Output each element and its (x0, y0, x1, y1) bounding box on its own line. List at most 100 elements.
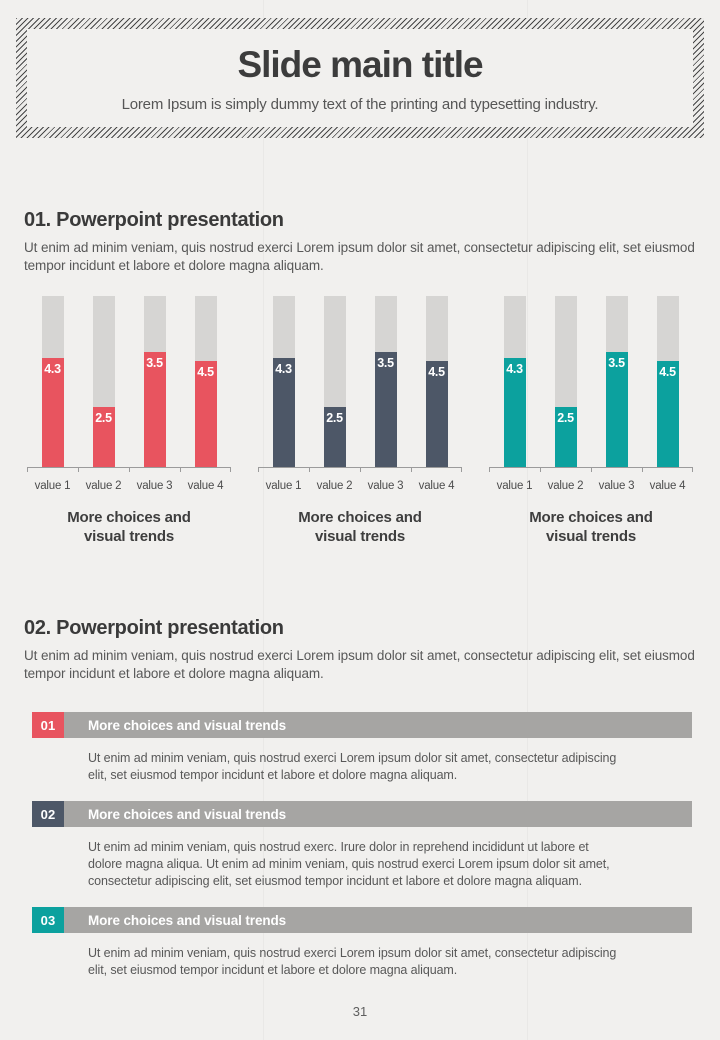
chart-plot: 4.3 2.5 3.5 4.5 (489, 296, 693, 467)
section-02: 02. Powerpoint presentation Ut enim ad m… (24, 617, 696, 683)
section-02-body: Ut enim ad minim veniam, quis nostrud ex… (24, 648, 695, 681)
axis-tick (27, 468, 28, 472)
category-label: value 3 (598, 480, 635, 492)
axis-tick (489, 468, 490, 472)
x-axis (27, 467, 231, 473)
chart-caption-line2: visual trends (315, 528, 405, 545)
section-01-body: Ut enim ad minim veniam, quis nostrud ex… (24, 240, 695, 273)
axis-tick (461, 468, 462, 472)
chart-bar-cell: 2.5 (540, 296, 591, 467)
chart-bar-cell: 4.5 (411, 296, 462, 467)
bar-chart-teal: 4.3 2.5 3.5 4.5 value 1 value 2 value 3 value 4… (489, 296, 693, 546)
value-bar: 4.5 (194, 360, 217, 467)
category-label: value 2 (85, 480, 122, 492)
page-number: 31 (352, 1004, 368, 1019)
value-bar: 3.5 (374, 352, 397, 467)
chart-bar-cell: 2.5 (78, 296, 129, 467)
axis-tick (692, 468, 693, 472)
list-item: 01 More choices and visual trends Ut enim … (32, 712, 692, 784)
list-item-number-badge: 02 (32, 801, 64, 827)
chart-caption-line1: More choices and (529, 509, 653, 526)
list-item-title-bar: More choices and visual trends (64, 712, 692, 738)
axis-tick (411, 468, 412, 472)
list-item-body: Ut enim ad minim veniam, quis nostrud ex… (88, 840, 610, 888)
x-axis (489, 467, 693, 473)
bar-chart-red: 4.3 2.5 3.5 4.5 value 1 value 2 value 3 value 4… (27, 296, 231, 546)
title-block: Slide main title Lorem Ipsum is simply d… (27, 29, 693, 127)
numbered-list: 01 More choices and visual trends Ut enim … (32, 712, 692, 996)
x-axis (258, 467, 462, 473)
value-label: 4.5 (197, 364, 214, 379)
category-label: value 1 (34, 480, 71, 492)
list-item-number-badge: 03 (32, 907, 64, 933)
value-label: 2.5 (326, 411, 343, 426)
value-label: 2.5 (557, 411, 574, 426)
value-label: 4.3 (506, 361, 523, 376)
chart-bar-cell: 3.5 (129, 296, 180, 467)
category-label: value 2 (547, 480, 584, 492)
chart-caption-line1: More choices and (298, 509, 422, 526)
list-item-title-bar: More choices and visual trends (64, 907, 692, 933)
chart-bar-cell: 4.5 (642, 296, 693, 467)
value-bar: 3.5 (605, 352, 628, 467)
chart-caption-line2: visual trends (546, 528, 636, 545)
category-labels: value 1 value 2 value 3 value 4 (27, 480, 231, 492)
value-label: 2.5 (95, 411, 112, 426)
axis-tick (258, 468, 259, 472)
chart-caption: More choices and visual trends (27, 508, 231, 546)
chart-bar-cell: 4.3 (489, 296, 540, 467)
section-01-heading: 01. Powerpoint presentation (24, 209, 284, 231)
value-bar: 4.3 (272, 357, 295, 467)
axis-tick (230, 468, 231, 472)
chart-bar-cell: 4.3 (27, 296, 78, 467)
hatched-title-frame: Slide main title Lorem Ipsum is simply d… (16, 18, 704, 138)
axis-tick (180, 468, 181, 472)
axis-tick (642, 468, 643, 472)
chart-plot: 4.3 2.5 3.5 4.5 (258, 296, 462, 467)
category-labels: value 1 value 2 value 3 value 4 (489, 480, 693, 492)
slide-subtitle: Lorem Ipsum is simply dummy text of the … (121, 95, 599, 113)
list-item-header: 02 More choices and visual trends (32, 801, 692, 827)
chart-bar-cell: 4.3 (258, 296, 309, 467)
chart-bar-cell: 4.5 (180, 296, 231, 467)
value-label: 4.3 (275, 361, 292, 376)
list-item-title-bar: More choices and visual trends (64, 801, 692, 827)
charts-row: 4.3 2.5 3.5 4.5 value 1 value 2 value 3 value 4… (27, 296, 693, 546)
list-item-number-badge: 01 (32, 712, 64, 738)
chart-bar-cell: 3.5 (591, 296, 642, 467)
category-label: value 3 (136, 480, 173, 492)
list-item-body: Ut enim ad minim veniam, quis nostrud ex… (88, 751, 617, 782)
category-label: value 4 (187, 480, 224, 492)
value-label: 3.5 (146, 356, 163, 371)
value-bar: 2.5 (92, 407, 115, 467)
section-01: 01. Powerpoint presentation Ut enim ad m… (24, 209, 696, 275)
chart-caption: More choices and visual trends (489, 508, 693, 546)
list-item-header: 01 More choices and visual trends (32, 712, 692, 738)
category-label: value 1 (496, 480, 533, 492)
value-label: 3.5 (608, 356, 625, 371)
axis-tick (129, 468, 130, 472)
axis-tick (78, 468, 79, 472)
category-label: value 2 (316, 480, 353, 492)
value-bar: 3.5 (143, 352, 166, 467)
section-02-heading: 02. Powerpoint presentation (24, 617, 284, 639)
chart-caption: More choices and visual trends (258, 508, 462, 546)
category-label: value 4 (649, 480, 686, 492)
value-bar: 4.3 (41, 357, 64, 467)
chart-bar-cell: 3.5 (360, 296, 411, 467)
category-labels: value 1 value 2 value 3 value 4 (258, 480, 462, 492)
list-item: 03 More choices and visual trends Ut enim … (32, 907, 692, 979)
category-label: value 1 (265, 480, 302, 492)
value-bar: 4.5 (656, 360, 679, 467)
value-label: 4.5 (659, 364, 676, 379)
bar-chart-slate: 4.3 2.5 3.5 4.5 value 1 value 2 value 3 value 4… (258, 296, 462, 546)
value-bar: 2.5 (554, 407, 577, 467)
axis-tick (360, 468, 361, 472)
paper-crease-left (263, 0, 264, 1040)
chart-bar-cell: 2.5 (309, 296, 360, 467)
list-item-header: 03 More choices and visual trends (32, 907, 692, 933)
value-label: 3.5 (377, 356, 394, 371)
axis-tick (591, 468, 592, 472)
value-bar: 4.5 (425, 360, 448, 467)
chart-caption-line2: visual trends (84, 528, 174, 545)
